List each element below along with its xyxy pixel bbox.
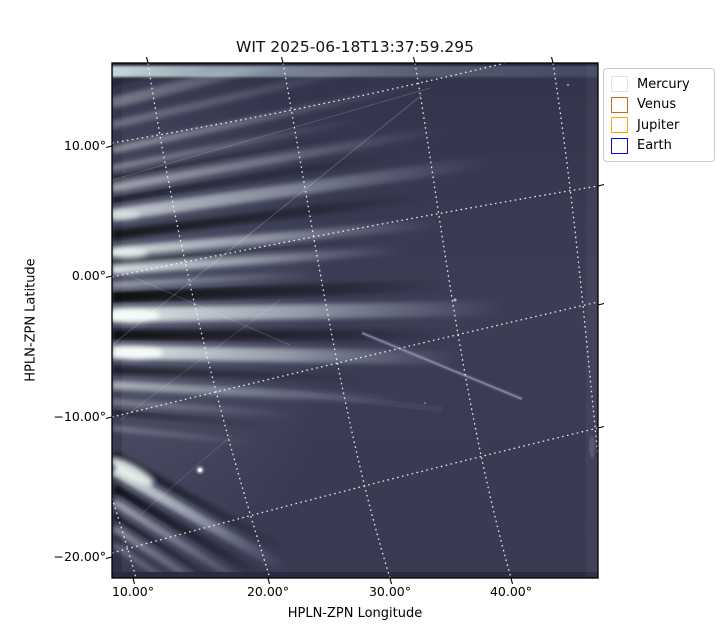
x-tick-label: 30.00° xyxy=(368,584,412,599)
grid-lat-0 xyxy=(112,185,598,278)
legend-label: Jupiter xyxy=(637,117,680,133)
top-edge-band xyxy=(112,63,598,77)
legend-item-mercury: Mercury xyxy=(611,74,706,95)
y-tick-label: −10.00° xyxy=(53,409,106,424)
x-tick-label: 10.00° xyxy=(111,584,155,599)
y-tick-label: 10.00° xyxy=(63,138,106,153)
grid-lon-10 xyxy=(112,497,137,578)
stars xyxy=(195,83,570,475)
grid-lat-m10 xyxy=(112,301,598,418)
thin-rays xyxy=(112,87,431,516)
jupiter-marker-icon xyxy=(611,117,628,134)
venus-marker-icon xyxy=(611,96,628,113)
earth-marker-icon xyxy=(611,137,628,154)
axis-ticks xyxy=(105,56,605,585)
legend-label: Venus xyxy=(637,97,677,113)
x-tick-label: 40.00° xyxy=(489,584,533,599)
plot-title: WIT 2025-06-18T13:37:59.295 xyxy=(236,38,474,56)
legend-item-venus: Venus xyxy=(611,95,706,116)
coordinate-grid xyxy=(112,63,598,578)
legend-label: Mercury xyxy=(637,76,690,92)
legend-item-jupiter: Jupiter xyxy=(611,115,706,136)
y-tick-label: 0.00° xyxy=(71,268,106,283)
grid-lon-40 xyxy=(414,63,512,578)
legend: Mercury Venus Jupiter Earth xyxy=(603,68,715,162)
legend-label: Earth xyxy=(637,138,672,154)
x-tick-label: 20.00° xyxy=(246,584,290,599)
x-axis-label: HPLN-ZPN Longitude xyxy=(287,606,423,621)
grid-lat-p10 xyxy=(112,63,506,144)
bottom-edge-band xyxy=(112,572,598,578)
y-tick-label: −20.00° xyxy=(53,549,106,564)
sky-image xyxy=(112,63,598,578)
mercury-marker-icon xyxy=(611,76,628,93)
satellite-trail xyxy=(291,330,523,412)
plot-area xyxy=(105,56,605,585)
y-axis-label: HPLN-ZPN Latitude xyxy=(23,258,39,382)
plot-border xyxy=(111,62,599,579)
legend-item-earth: Earth xyxy=(611,136,706,157)
